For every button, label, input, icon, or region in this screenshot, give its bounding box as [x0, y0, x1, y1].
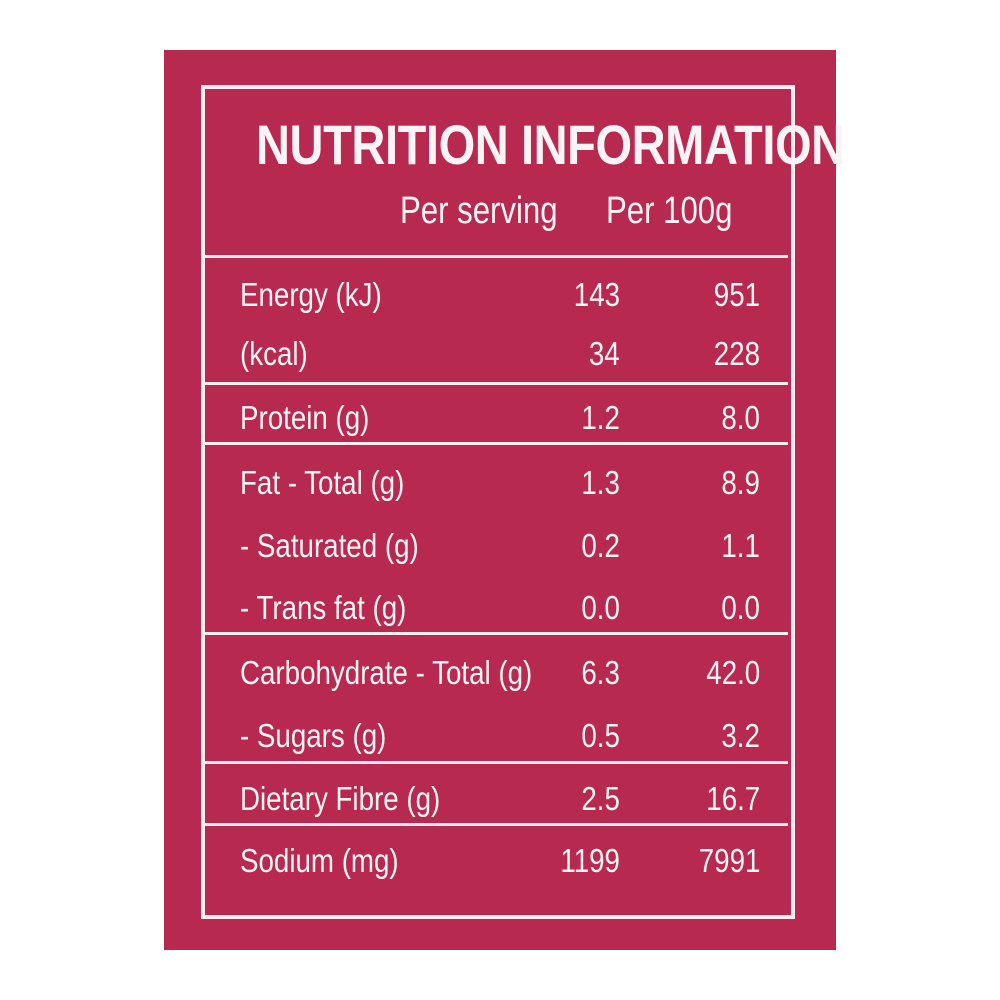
- value-sugars-100g: 3.2: [721, 717, 760, 754]
- value-dietary-fibre-serving: 2.5: [581, 780, 620, 817]
- row-label-trans-fat: - Trans fat (g): [240, 589, 407, 626]
- value-sodium-100g: 7991: [698, 842, 760, 879]
- value-trans-fat-100g: 0.0: [721, 589, 760, 626]
- value-carbohydrate-100g: 42.0: [706, 654, 760, 691]
- row-label-energy-kj: Energy (kJ): [240, 276, 382, 313]
- row-label-energy-kcal: (kcal): [240, 335, 308, 372]
- row-label-sodium: Sodium (mg): [240, 842, 399, 879]
- value-carbohydrate-serving: 6.3: [581, 654, 620, 691]
- nutrition-table-border: [201, 85, 795, 919]
- value-sodium-serving: 1199: [560, 842, 620, 879]
- column-header-per-serving: Per serving: [400, 190, 558, 232]
- value-sugars-serving: 0.5: [581, 717, 620, 754]
- header-divider: [204, 255, 788, 258]
- value-energy-kj-serving: 143: [573, 276, 620, 313]
- value-fat-total-100g: 8.9: [721, 464, 760, 501]
- nutrition-panel: NUTRITION INFORMATION Per serving Per 10…: [164, 50, 845, 950]
- value-saturated-serving: 0.2: [581, 527, 620, 564]
- value-trans-fat-serving: 0.0: [581, 589, 620, 626]
- value-energy-kcal-serving: 34: [589, 335, 620, 372]
- value-saturated-100g: 1.1: [721, 527, 760, 564]
- row-label-sugars: - Sugars (g): [240, 717, 387, 754]
- divider-after-fat: [204, 632, 788, 635]
- divider-after-carbohydrate: [204, 761, 788, 764]
- divider-after-fibre: [204, 823, 788, 826]
- divider-after-energy: [204, 382, 788, 385]
- row-label-saturated: - Saturated (g): [240, 527, 419, 564]
- value-protein-100g: 8.0: [721, 399, 760, 436]
- row-label-fat-total: Fat - Total (g): [240, 464, 405, 501]
- value-energy-kj-100g: 951: [713, 276, 760, 313]
- divider-after-protein: [204, 442, 788, 445]
- row-label-protein: Protein (g): [240, 399, 370, 436]
- row-label-carbohydrate-total: Carbohydrate - Total (g): [240, 654, 533, 691]
- value-protein-serving: 1.2: [581, 399, 620, 436]
- column-header-per-100g: Per 100g: [606, 190, 733, 232]
- value-dietary-fibre-100g: 16.7: [706, 780, 760, 817]
- nutrition-title: NUTRITION INFORMATION: [256, 113, 845, 176]
- value-energy-kcal-100g: 228: [713, 335, 760, 372]
- row-label-dietary-fibre: Dietary Fibre (g): [240, 780, 441, 817]
- value-fat-total-serving: 1.3: [581, 464, 620, 501]
